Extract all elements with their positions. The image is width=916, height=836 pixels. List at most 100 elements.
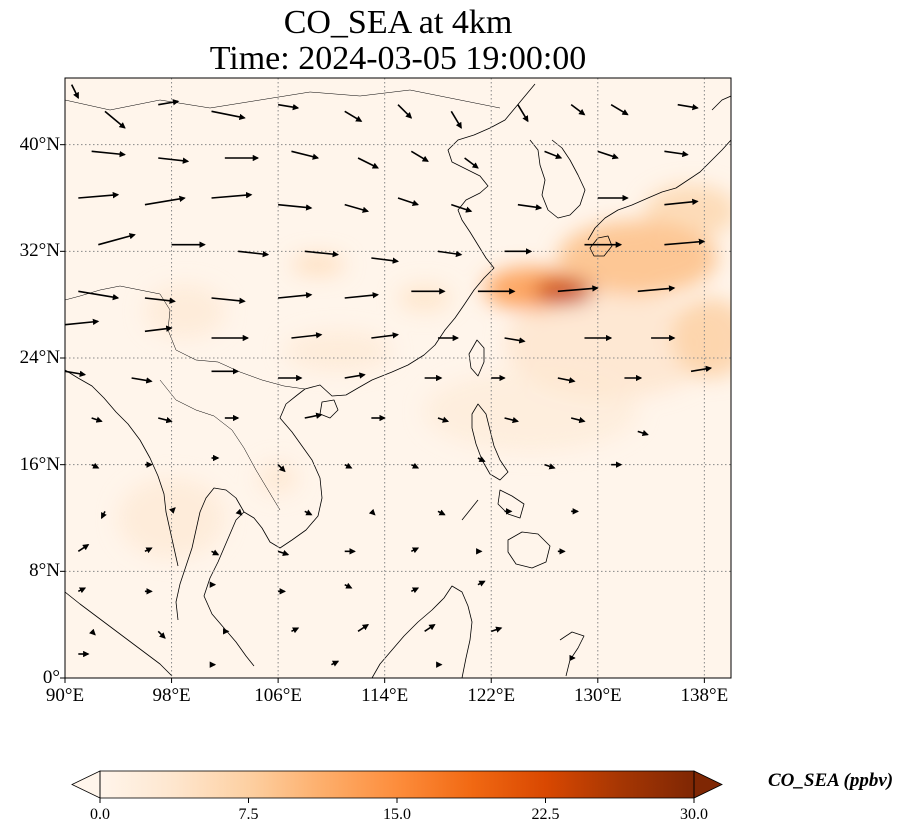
wind-vector xyxy=(637,429,649,437)
wind-vector xyxy=(78,290,120,301)
wind-vector xyxy=(91,462,100,469)
axis-ticks xyxy=(60,144,705,683)
wind-vector xyxy=(344,372,366,379)
wind-vector xyxy=(477,580,486,587)
wind-vector xyxy=(410,587,420,594)
coastline-borneo xyxy=(371,585,473,678)
wind-vector xyxy=(158,99,180,106)
wind-vector xyxy=(344,582,353,589)
wind-vector xyxy=(690,365,713,373)
wind-vector xyxy=(610,103,629,116)
coastline-sulawesi xyxy=(559,631,585,677)
lat-label: 16°N xyxy=(19,453,60,475)
wind-vector xyxy=(517,104,529,123)
co-plume xyxy=(291,253,345,276)
lon-label: 130°E xyxy=(573,685,622,706)
wind-vector xyxy=(397,197,420,207)
wind-vector xyxy=(544,150,563,160)
lon-label: 106°E xyxy=(254,685,302,706)
co-plume xyxy=(284,331,392,372)
coastline-china xyxy=(304,83,536,397)
colorbar-gradient xyxy=(100,771,694,798)
colorbar-tick-label: 30.0 xyxy=(680,806,708,823)
wind-vector xyxy=(410,547,420,554)
wind-vector xyxy=(211,191,253,199)
lon-label: 122°E xyxy=(467,685,516,706)
wind-vector xyxy=(504,416,520,424)
lat-label: 8°N xyxy=(29,560,60,582)
wind-vector xyxy=(437,509,446,516)
wind-vector xyxy=(98,233,136,246)
wind-vector xyxy=(144,547,153,554)
lat-label: 0° xyxy=(42,667,60,688)
lon-label: 98°E xyxy=(152,685,191,706)
wind-vector xyxy=(211,297,246,304)
wind-vector xyxy=(410,150,429,162)
coastline-japan xyxy=(587,139,731,241)
wind-vector xyxy=(291,627,300,634)
coastline-taiwan xyxy=(468,339,485,377)
colorbar-tick-label: 22.5 xyxy=(531,806,560,823)
wind-vector xyxy=(450,110,462,129)
wind-vector xyxy=(517,203,543,211)
wind-vector xyxy=(291,332,323,339)
wind-vectors xyxy=(65,84,713,668)
co-plume xyxy=(504,291,718,398)
wind-vector xyxy=(570,416,586,424)
lat-label: 40°N xyxy=(19,133,60,155)
wind-vector xyxy=(637,285,676,293)
border-line xyxy=(65,89,501,111)
wind-vector xyxy=(65,318,100,326)
wind-vector xyxy=(570,104,586,116)
wind-vector xyxy=(78,191,120,199)
wind-vector xyxy=(131,377,153,384)
wind-vector xyxy=(277,549,290,557)
coastlines xyxy=(65,83,731,678)
wind-vector xyxy=(158,416,173,424)
wind-vector xyxy=(91,416,103,423)
wind-vector xyxy=(664,150,689,158)
wind-vector xyxy=(277,464,286,473)
wind-vector xyxy=(168,507,176,514)
wind-vector xyxy=(91,150,126,158)
coastline-sumatra xyxy=(65,591,173,677)
coastline-hainan xyxy=(319,399,339,419)
wind-vector xyxy=(504,337,526,344)
wind-vector xyxy=(451,203,473,213)
co-plume xyxy=(144,284,225,339)
wind-vector xyxy=(77,544,90,552)
colorbar-ticks xyxy=(99,798,695,803)
wind-vector xyxy=(344,462,353,469)
wind-vector xyxy=(477,456,486,463)
colorbar-tick-label: 15.0 xyxy=(383,806,411,823)
wind-vector xyxy=(437,250,463,258)
wind-vector xyxy=(677,103,699,111)
wind-vector xyxy=(211,549,220,556)
coastline-hokkaido xyxy=(711,95,731,111)
wind-vector xyxy=(557,377,576,384)
colorbar-tick-label: 0.0 xyxy=(90,806,110,823)
coastline-luzon xyxy=(471,403,509,481)
wind-vector xyxy=(235,508,243,516)
wind-vector xyxy=(157,630,166,639)
wind-vector xyxy=(77,587,87,594)
wind-vector xyxy=(544,463,556,470)
wind-vector xyxy=(664,238,706,246)
coastline-visayas xyxy=(497,489,525,519)
wind-vector xyxy=(144,325,173,333)
coastline-korea xyxy=(529,139,586,219)
wind-vector xyxy=(144,297,176,304)
lon-label: 90°E xyxy=(45,685,85,706)
colorbar-title: CO_SEA (ppbv) xyxy=(768,770,894,791)
colorbar-extend-max xyxy=(693,770,723,799)
wind-vector xyxy=(344,110,363,122)
wind-vector xyxy=(277,103,300,111)
wind-vector xyxy=(291,150,320,160)
wind-vector xyxy=(464,157,479,169)
wind-vector xyxy=(331,660,340,667)
map-title-line-1: CO_SEA at 4km xyxy=(283,4,513,41)
wind-vector xyxy=(557,285,599,293)
coastline-myanmar xyxy=(65,369,179,567)
wind-vector xyxy=(278,203,313,211)
colorbar-extend-min xyxy=(71,770,101,799)
